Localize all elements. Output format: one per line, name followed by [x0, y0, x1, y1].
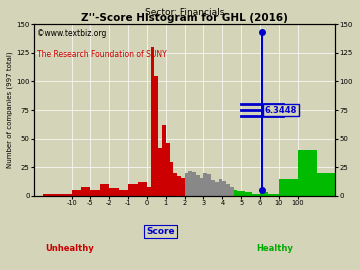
Bar [109, 188, 119, 196]
Bar [252, 194, 256, 196]
Bar [119, 190, 128, 196]
Bar [43, 194, 62, 196]
Bar [245, 193, 249, 196]
Bar [196, 175, 200, 196]
Bar [207, 174, 211, 196]
Text: ©www.textbiz.org: ©www.textbiz.org [37, 29, 106, 38]
Y-axis label: Number of companies (997 total): Number of companies (997 total) [7, 52, 13, 168]
Bar [90, 190, 100, 196]
Bar [158, 148, 162, 196]
Text: The Research Foundation of SUNY: The Research Foundation of SUNY [37, 50, 167, 59]
Bar [211, 180, 215, 196]
Bar [241, 191, 245, 196]
Bar [230, 187, 234, 196]
Bar [200, 178, 203, 196]
Bar [271, 194, 275, 196]
Bar [147, 187, 151, 196]
Bar [188, 171, 192, 196]
Bar [177, 176, 181, 196]
Title: Z''-Score Histogram for GHL (2016): Z''-Score Histogram for GHL (2016) [81, 14, 288, 23]
Bar [275, 194, 279, 196]
Bar [222, 181, 226, 196]
Text: 6.3448: 6.3448 [265, 106, 297, 114]
Text: Score: Score [146, 227, 175, 236]
Bar [298, 150, 316, 196]
Bar [151, 47, 154, 196]
Bar [138, 182, 147, 196]
Bar [166, 143, 170, 196]
Bar [237, 191, 241, 196]
Bar [219, 179, 222, 196]
Bar [256, 194, 260, 196]
Bar [316, 173, 336, 196]
Bar [72, 190, 81, 196]
Bar [234, 190, 237, 196]
Bar [264, 193, 267, 196]
Bar [279, 179, 298, 196]
Bar [162, 125, 166, 196]
Bar [249, 193, 252, 196]
Bar [267, 194, 271, 196]
Bar [170, 161, 173, 196]
Bar [192, 172, 196, 196]
Bar [81, 187, 90, 196]
Text: Sector: Financials: Sector: Financials [145, 8, 224, 17]
Bar [100, 184, 109, 196]
Bar [181, 178, 185, 196]
Bar [203, 173, 207, 196]
Bar [154, 76, 158, 196]
Bar [62, 194, 81, 196]
Bar [173, 173, 177, 196]
Text: Unhealthy: Unhealthy [46, 244, 94, 253]
Bar [215, 182, 219, 196]
Bar [226, 184, 230, 196]
Bar [185, 173, 188, 196]
Bar [260, 193, 264, 196]
Text: Healthy: Healthy [257, 244, 293, 253]
Bar [128, 184, 138, 196]
